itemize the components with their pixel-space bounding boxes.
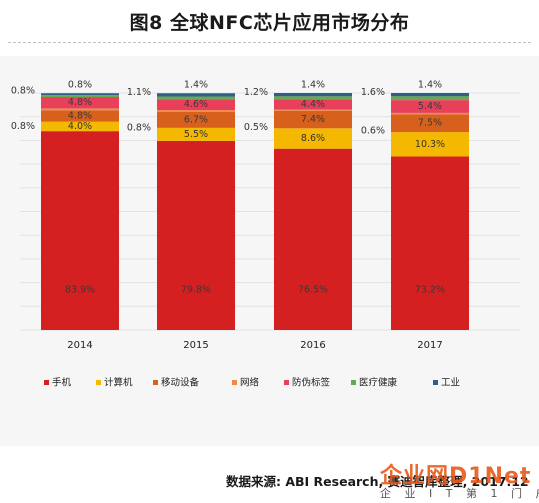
bar-segment-2014-5 (41, 97, 119, 109)
data-label-2017-7: 1.4% (418, 80, 442, 91)
data-label-2016-1: 76.5% (298, 285, 328, 296)
bar-segment-2015-2 (157, 127, 235, 141)
bar-segment-2015-7 (157, 93, 235, 97)
data-label-2016-3: 7.4% (301, 114, 325, 125)
bar-segment-2016-4 (274, 109, 352, 111)
bar-segment-2014-6 (41, 95, 119, 98)
legend-label-7: 工业 (441, 378, 460, 389)
x-tick-label-2014: 2014 (67, 340, 92, 351)
bar-segment-2016-7 (274, 93, 352, 97)
data-label-2017-6: 1.6% (361, 87, 385, 98)
bar-segment-2015-4 (157, 110, 235, 112)
data-label-2016-2: 8.6% (301, 133, 325, 144)
watermark-tagline: 企 业 I T 第 1 门 户 (380, 487, 539, 500)
bar-segment-2014-2 (41, 121, 119, 132)
data-label-2016-7: 1.4% (301, 80, 325, 91)
legend-swatch-6 (351, 380, 356, 385)
bar-segment-2016-6 (274, 96, 352, 100)
data-label-2017-4: 0.6% (361, 125, 385, 136)
data-label-2016-4: 0.5% (244, 122, 268, 133)
data-label-2016-5: 4.4% (301, 99, 325, 110)
data-label-2016-6: 1.2% (244, 87, 268, 98)
x-axis: 2014 2015 2016 2017 (67, 340, 442, 351)
legend-label-2: 计算机 (104, 377, 133, 389)
bar-segment-2014-3 (41, 110, 119, 122)
bar-segment-2015-1 (157, 140, 235, 330)
bar-segment-2015-6 (157, 96, 235, 100)
data-labels: 83.9%4.0%4.8%0.8%4.8%0.8%0.8%79.8%5.5%6.… (11, 80, 445, 296)
bar-segment-2016-2 (274, 128, 352, 149)
x-tick-label-2015: 2015 (183, 340, 208, 351)
legend-label-6: 医疗健康 (359, 377, 398, 389)
x-tick-label-2017: 2017 (417, 340, 442, 351)
data-label-2014-5: 4.8% (68, 97, 92, 108)
watermark-brand: 企业网D1Net (380, 464, 532, 489)
data-label-2014-4: 0.8% (11, 121, 35, 132)
bar-segment-2016-3 (274, 110, 352, 129)
data-label-2015-3: 6.7% (184, 114, 208, 125)
legend-label-4: 网络 (240, 377, 260, 389)
title-divider (8, 42, 531, 43)
bar-segment-2015-5 (157, 99, 235, 111)
data-label-2017-3: 7.5% (418, 118, 442, 129)
bar-segment-2017-7 (391, 93, 469, 97)
data-label-2017-5: 5.4% (418, 101, 442, 112)
data-label-2014-3: 4.8% (68, 110, 92, 121)
watermark-logo: 企业网D1Net 企 业 I T 第 1 门 户 (380, 458, 539, 503)
bar-segment-2017-1 (391, 156, 469, 330)
chart-panel: 83.9% 4.0% 4.8% 0.8% 4.8% 0.8% 0.8% 79.8% 5.5% 6.… (0, 56, 539, 446)
bars (41, 93, 469, 330)
legend-swatch-7 (433, 380, 438, 385)
data-label-2014-6: 0.8% (11, 86, 35, 97)
data-label-2014-1: 83.9% (65, 285, 95, 296)
data-label-2015-6: 1.1% (127, 87, 151, 98)
source-note: 数据来源: ABI Research, 赛迪智库整理, 2017.12 (226, 474, 529, 489)
legend-swatch-4 (232, 380, 237, 385)
data-label-2015-2: 5.5% (184, 129, 208, 140)
data-label-2017-2: 10.3% (415, 139, 445, 150)
legend-label-1: 手机 (52, 377, 72, 389)
bar-segment-2014-7 (41, 93, 119, 96)
data-label-2014-7: 0.8% (68, 80, 92, 91)
legend: 手机 计算机 移动设备 网络 防伪标签 医疗健康 工业 (44, 377, 460, 389)
bar-segment-2015-3 (157, 111, 235, 128)
bar-segment-2016-5 (274, 99, 352, 110)
data-label-2015-5: 4.6% (184, 99, 208, 110)
legend-label-3: 移动设备 (161, 377, 200, 389)
bar-segment-2014-4 (41, 108, 119, 111)
bar-segment-2017-5 (391, 100, 469, 113)
legend-swatch-1 (44, 380, 49, 385)
legend-swatch-5 (284, 380, 289, 385)
legend-label-5: 防伪标签 (292, 377, 331, 389)
bar-segment-2017-2 (391, 132, 469, 157)
legend-swatch-3 (153, 380, 158, 385)
bar-segment-2014-1 (41, 131, 119, 330)
data-label-2015-1: 79.8% (181, 285, 211, 296)
stacked-bar-chart: 83.9%4.0%4.8%0.8%4.8%0.8%0.8%79.8%5.5%6.… (11, 80, 520, 389)
data-label-2014-2: 4.0% (68, 121, 92, 132)
x-tick-label-2016: 2016 (300, 340, 325, 351)
data-label-2015-7: 1.4% (184, 80, 208, 91)
bar-segment-2017-4 (391, 112, 469, 115)
legend-swatch-2 (96, 380, 101, 385)
data-label-2015-4: 0.8% (127, 123, 151, 134)
bar-segment-2017-6 (391, 96, 469, 101)
bar-segment-2017-3 (391, 114, 469, 133)
chart-title: 图8 全球NFC芯片应用市场分布 (129, 12, 410, 34)
data-label-2017-1: 73.2% (415, 285, 445, 296)
bar-segment-2016-1 (274, 148, 352, 330)
